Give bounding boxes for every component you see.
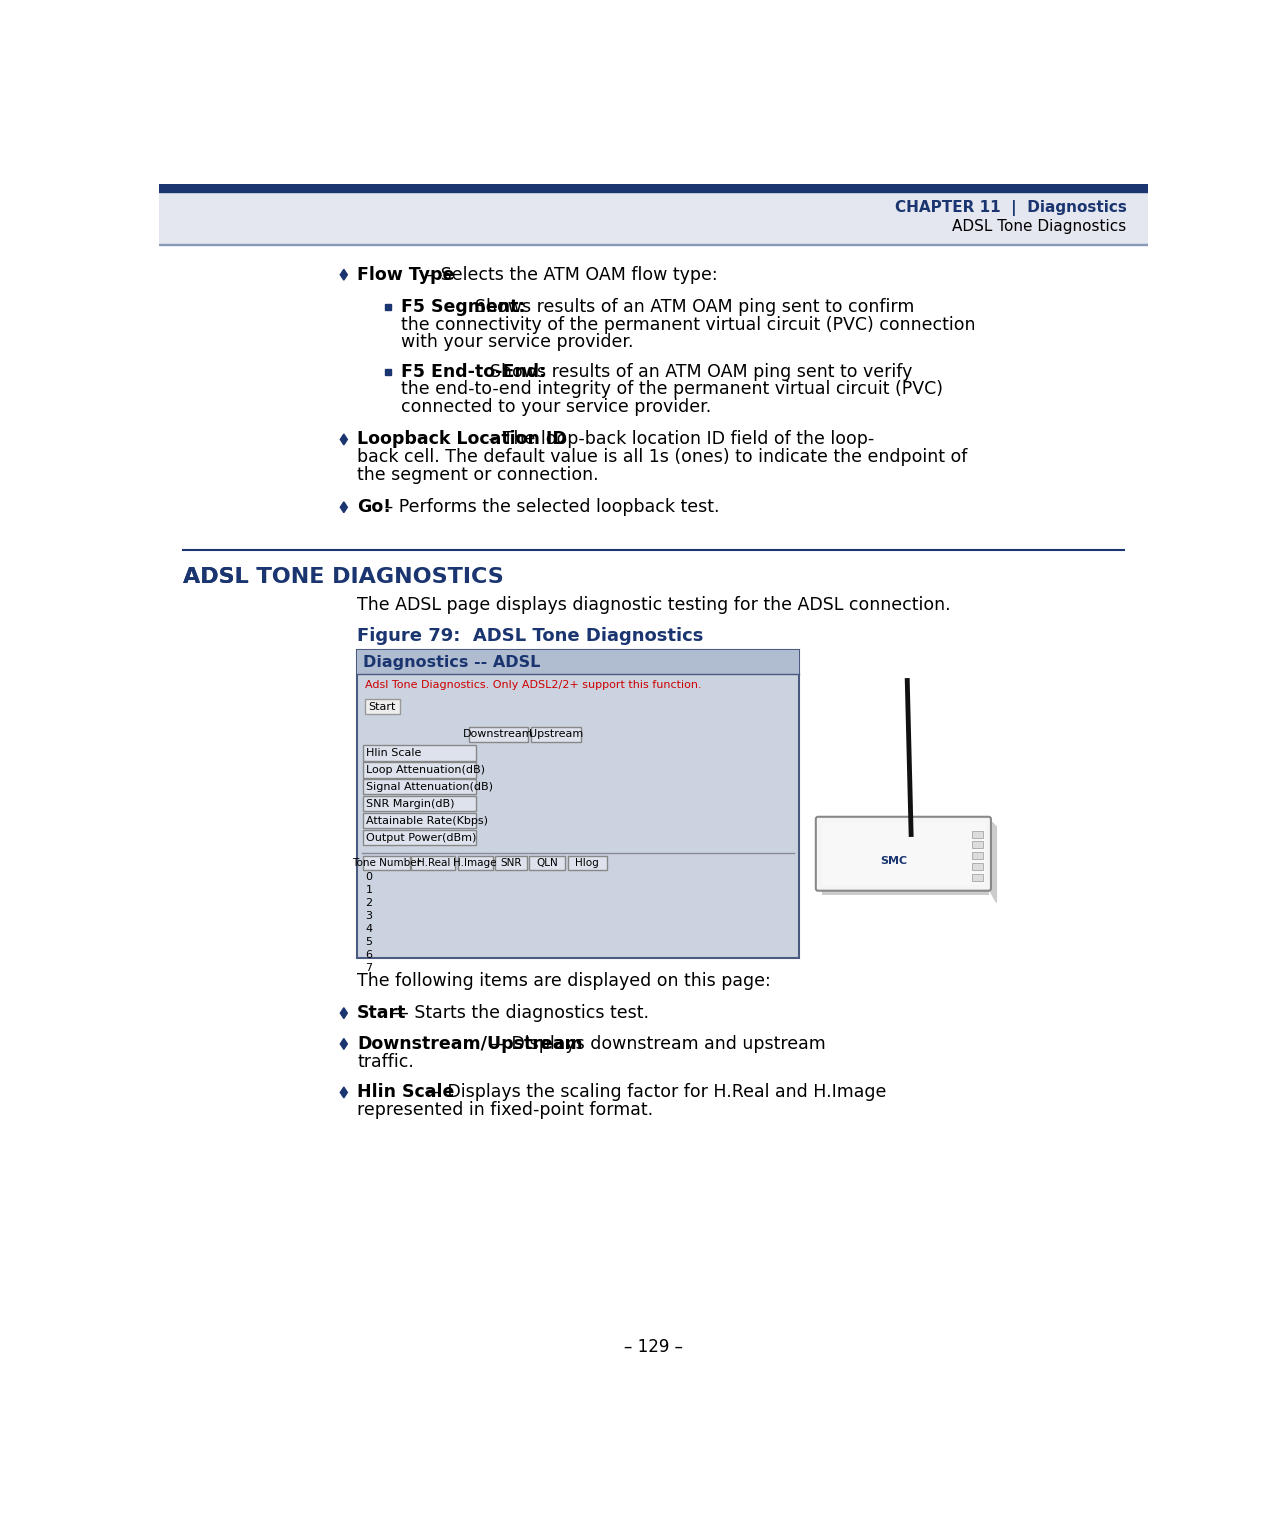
Text: Downstream: Downstream — [463, 729, 534, 740]
Text: Start: Start — [368, 702, 395, 712]
Text: Downstream/Upstream: Downstream/Upstream — [357, 1036, 583, 1052]
Bar — [412, 856, 455, 870]
Text: Output Power(dBm): Output Power(dBm) — [366, 832, 477, 843]
Bar — [822, 889, 988, 895]
Bar — [972, 873, 983, 881]
Text: Hlog: Hlog — [575, 858, 599, 869]
Text: — Displays downstream and upstream: — Displays downstream and upstream — [482, 1036, 825, 1052]
Bar — [363, 856, 409, 870]
Polygon shape — [340, 502, 347, 513]
Text: Flow Type: Flow Type — [357, 265, 454, 283]
Text: Diagnostics -- ADSL: Diagnostics -- ADSL — [363, 654, 541, 669]
Bar — [357, 650, 798, 674]
Text: Hlin Scale: Hlin Scale — [357, 1083, 454, 1102]
Polygon shape — [340, 1039, 347, 1049]
Text: Upstream: Upstream — [529, 729, 583, 740]
Text: SNR: SNR — [500, 858, 521, 869]
Text: The ADSL page displays diagnostic testing for the ADSL connection.: The ADSL page displays diagnostic testin… — [357, 596, 951, 614]
Text: traffic.: traffic. — [357, 1052, 414, 1071]
Text: Loopback Location ID: Loopback Location ID — [357, 430, 567, 449]
Bar — [363, 830, 476, 846]
FancyBboxPatch shape — [816, 817, 991, 890]
Text: the segment or connection.: the segment or connection. — [357, 466, 599, 484]
Text: Tone Number: Tone Number — [352, 858, 421, 869]
Bar — [159, 184, 1148, 192]
Text: H.Image: H.Image — [454, 858, 497, 869]
Text: H.Real: H.Real — [417, 858, 450, 869]
Bar — [365, 699, 399, 714]
Text: Start: Start — [357, 1003, 407, 1022]
Text: 7: 7 — [366, 964, 372, 973]
Text: 1: 1 — [366, 885, 372, 895]
Text: connected to your service provider.: connected to your service provider. — [402, 398, 711, 417]
Bar — [567, 856, 607, 870]
Text: CHAPTER 11  |  Diagnostics: CHAPTER 11 | Diagnostics — [895, 201, 1127, 216]
Text: — Displays the scaling factor for H.Real and H.Image: — Displays the scaling factor for H.Real… — [419, 1083, 886, 1102]
Text: 4: 4 — [366, 924, 372, 935]
Bar — [529, 856, 566, 870]
Text: Attainable Rate(Kbps): Attainable Rate(Kbps) — [366, 815, 488, 826]
Bar — [159, 244, 1148, 245]
Text: – 129 –: – 129 – — [623, 1337, 682, 1356]
Text: Loop Attenuation(dB): Loop Attenuation(dB) — [366, 764, 486, 775]
Polygon shape — [340, 1008, 347, 1019]
Bar — [385, 303, 391, 309]
Text: The following items are displayed on this page:: The following items are displayed on thi… — [357, 971, 771, 990]
Bar — [363, 813, 476, 829]
Bar — [159, 192, 1148, 244]
Text: SNR Margin(dB): SNR Margin(dB) — [366, 798, 455, 809]
Bar — [469, 726, 528, 741]
Text: F5 End-to-End:: F5 End-to-End: — [402, 363, 547, 381]
Text: represented in fixed-point format.: represented in fixed-point format. — [357, 1102, 653, 1120]
Polygon shape — [340, 270, 347, 280]
Bar — [385, 369, 391, 375]
Text: Signal Attenuation(dB): Signal Attenuation(dB) — [366, 781, 493, 792]
Text: 2: 2 — [366, 898, 372, 908]
Text: – Selects the ATM OAM flow type:: – Selects the ATM OAM flow type: — [421, 265, 717, 283]
Text: ADSL T: ADSL T — [182, 567, 272, 587]
Text: Shows results of an ATM OAM ping sent to verify: Shows results of an ATM OAM ping sent to… — [491, 363, 913, 381]
Text: Go!: Go! — [357, 498, 391, 516]
Bar — [357, 650, 798, 958]
Bar — [822, 823, 984, 884]
Bar — [458, 856, 492, 870]
Text: 0: 0 — [366, 872, 372, 882]
Text: the end-to-end integrity of the permanent virtual circuit (PVC): the end-to-end integrity of the permanen… — [402, 380, 944, 398]
Text: Figure 79:  ADSL Tone Diagnostics: Figure 79: ADSL Tone Diagnostics — [357, 627, 704, 645]
Polygon shape — [988, 820, 996, 902]
Bar — [363, 780, 476, 795]
Bar — [972, 830, 983, 838]
Text: QLN: QLN — [537, 858, 558, 869]
Bar — [363, 745, 476, 760]
Text: ADSL TONE DIAGNOSTICS: ADSL TONE DIAGNOSTICS — [182, 567, 504, 587]
Polygon shape — [340, 1088, 347, 1098]
Text: 5: 5 — [366, 938, 372, 947]
Text: Adsl Tone Diagnostics. Only ADSL2/2+ support this function.: Adsl Tone Diagnostics. Only ADSL2/2+ sup… — [365, 680, 701, 689]
Text: — Starts the diagnostics test.: — Starts the diagnostics test. — [386, 1003, 649, 1022]
Text: with your service provider.: with your service provider. — [402, 334, 634, 351]
Bar — [972, 841, 983, 849]
Text: ADSL Tone Diagnostics: ADSL Tone Diagnostics — [952, 219, 1127, 234]
Bar — [495, 856, 527, 870]
Bar — [363, 761, 476, 778]
Bar — [530, 726, 581, 741]
Text: Hlin Scale: Hlin Scale — [366, 748, 422, 758]
Text: – Performs the selected loopback test.: – Performs the selected loopback test. — [379, 498, 719, 516]
Text: – The loop-back location ID field of the loop-: – The loop-back location ID field of the… — [483, 430, 875, 449]
Bar — [363, 797, 476, 812]
Text: back cell. The default value is all 1s (ones) to indicate the endpoint of: back cell. The default value is all 1s (… — [357, 449, 968, 466]
Text: 6: 6 — [366, 950, 372, 961]
Bar — [972, 863, 983, 870]
Text: F5 Segment:: F5 Segment: — [402, 299, 525, 316]
Text: SMC: SMC — [880, 856, 908, 867]
Text: 3: 3 — [366, 912, 372, 921]
Text: Shows results of an ATM OAM ping sent to confirm: Shows results of an ATM OAM ping sent to… — [474, 299, 914, 316]
Polygon shape — [340, 434, 347, 444]
Text: the connectivity of the permanent virtual circuit (PVC) connection: the connectivity of the permanent virtua… — [402, 316, 975, 334]
Bar — [972, 852, 983, 859]
